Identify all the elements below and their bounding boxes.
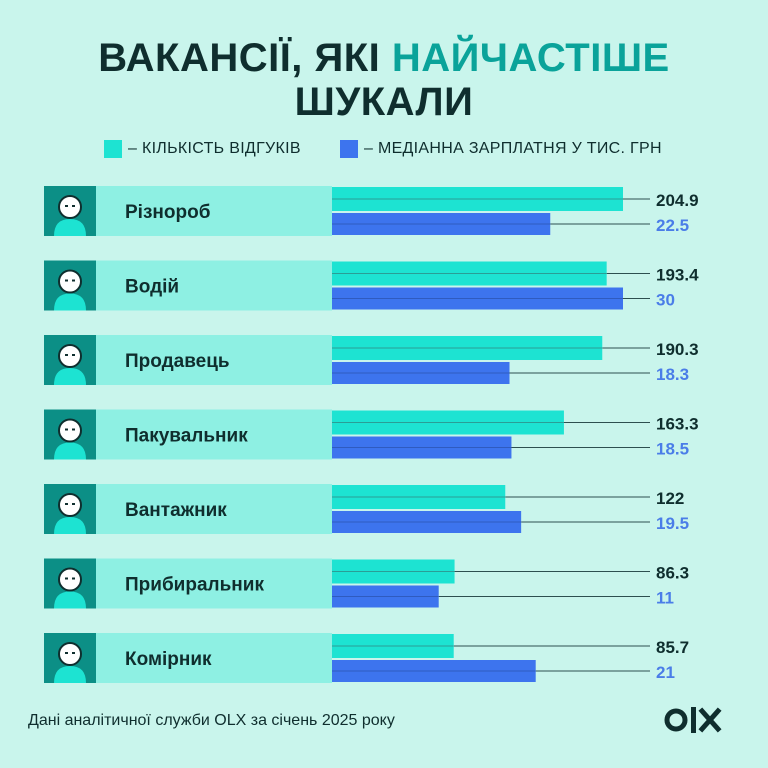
chart-row: Прибиральник 86.3 11 xyxy=(44,558,689,609)
legend-swatch-count xyxy=(104,140,122,158)
avatar-body xyxy=(54,293,86,311)
data-label-count: 193.4 xyxy=(656,266,699,285)
avatar-body xyxy=(54,666,86,683)
data-label-salary: 18.5 xyxy=(656,440,689,459)
legend-item-count: – КІЛЬКІСТЬ ВІДГУКІВ xyxy=(104,137,301,161)
chart-row: Комірник 85.7 21 xyxy=(44,633,689,683)
chart-row: Різнороб 204.9 22.5 xyxy=(44,186,699,236)
avatar-head xyxy=(58,344,82,368)
chart-row: Пакувальник 163.3 18.5 xyxy=(44,409,699,460)
data-label-count: 85.7 xyxy=(656,638,689,657)
data-label-salary: 19.5 xyxy=(656,514,689,533)
avatar-body xyxy=(54,442,86,460)
footer-source: Дані аналітичної служби OLX за січень 20… xyxy=(28,712,395,729)
legend-label-count: – КІЛЬКІСТЬ ВІДГУКІВ xyxy=(128,140,301,157)
data-label-salary: 30 xyxy=(656,291,675,310)
avatar-head xyxy=(58,195,82,219)
data-label-count: 204.9 xyxy=(656,191,699,210)
olx-logo xyxy=(664,707,722,733)
legend-swatch-salary xyxy=(340,140,358,158)
data-label-count: 190.3 xyxy=(656,340,699,359)
avatar-head xyxy=(58,493,82,517)
avatar-body xyxy=(54,368,86,385)
data-label-salary: 22.5 xyxy=(656,216,689,235)
page-title-line2: ШУКАЛИ xyxy=(294,80,474,124)
chart-row: Продавець 190.3 18.3 xyxy=(44,335,699,385)
title-prefix: ВАКАНСІЇ, ЯКІ xyxy=(98,36,392,80)
data-label-count: 86.3 xyxy=(656,564,689,583)
data-label-count: 163.3 xyxy=(656,415,699,434)
page-title: ВАКАНСІЇ, ЯКІ НАЙЧАСТІШЕ xyxy=(0,36,768,80)
category-label: Вантажник xyxy=(125,500,227,521)
legend-label-salary: – МЕДІАННА ЗАРПЛАТНЯ У ТИС. ГРН xyxy=(364,140,662,157)
category-label: Прибиральник xyxy=(125,575,264,596)
title-highlight: НАЙЧАСТІШЕ xyxy=(391,36,670,80)
data-label-count: 122 xyxy=(656,489,684,508)
chart-row: Водій 193.4 30 xyxy=(44,260,699,311)
data-label-salary: 21 xyxy=(656,663,675,682)
data-label-salary: 18.3 xyxy=(656,365,689,384)
category-label: Різнороб xyxy=(125,202,210,223)
category-label: Продавець xyxy=(125,351,230,372)
chart-row: Вантажник 122 19.5 xyxy=(44,484,689,534)
avatar-body xyxy=(54,517,86,534)
category-label: Водій xyxy=(125,277,179,298)
avatar-head xyxy=(58,269,82,294)
category-label: Пакувальник xyxy=(125,426,248,447)
avatar-body xyxy=(54,591,86,609)
avatar-body xyxy=(54,219,86,236)
avatar-head xyxy=(58,418,82,443)
legend-item-salary: – МЕДІАННА ЗАРПЛАТНЯ У ТИС. ГРН xyxy=(340,137,662,161)
data-label-salary: 11 xyxy=(656,589,674,608)
avatar-head xyxy=(58,567,82,592)
avatar-head xyxy=(58,642,82,666)
category-label: Комірник xyxy=(125,649,212,670)
